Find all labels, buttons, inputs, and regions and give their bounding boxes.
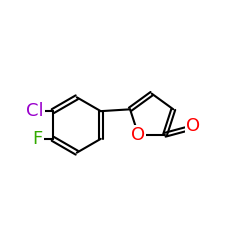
Text: O: O [131,126,146,144]
Text: F: F [32,130,42,148]
Text: O: O [186,116,200,134]
Text: Cl: Cl [26,102,44,120]
